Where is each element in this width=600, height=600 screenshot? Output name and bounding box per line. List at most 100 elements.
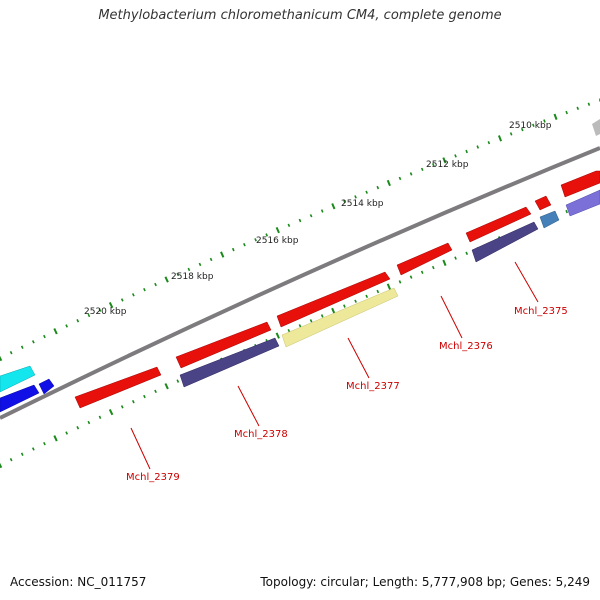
- gene-arrow-mchl-2375-fwd[interactable]: [465, 206, 532, 243]
- inner-scale-tick: [164, 383, 169, 390]
- accession-text: Accession: NC_011757: [10, 575, 147, 589]
- outer-scale-tick: [532, 123, 535, 127]
- outer-scale-tick: [98, 308, 102, 312]
- gene-arrow-edge-red[interactable]: [560, 170, 600, 198]
- outer-scale-tick: [576, 106, 580, 110]
- outer-scale-tick: [87, 313, 91, 318]
- inner-scale-tick: [108, 408, 114, 416]
- inner-scale-tick: [287, 328, 291, 333]
- inner-scale-tick: [420, 270, 424, 275]
- outer-scale-tick: [331, 203, 336, 210]
- outer-scale-tick: [143, 287, 146, 292]
- forward-strand-genes: [74, 119, 600, 409]
- outer-scale-tick: [587, 102, 591, 106]
- inner-scale-tick: [409, 275, 413, 279]
- outer-scale-tick: [386, 179, 391, 187]
- outer-scale-tick: [420, 167, 424, 172]
- gene-arrow-small-red[interactable]: [534, 195, 552, 211]
- outer-scale-tick: [243, 242, 246, 247]
- outer-scale-tick: [231, 247, 235, 252]
- outer-scale-tick: [476, 145, 480, 149]
- gene-arrow-mchl-2377-fwd[interactable]: [276, 271, 391, 328]
- outer-scale-tick: [275, 227, 280, 234]
- gene-arrow-mchl-2375[interactable]: [471, 221, 539, 263]
- topology-text: Topology: circular; Length: 5,777,908 bp…: [260, 575, 590, 589]
- outer-scale-tick: [164, 276, 169, 283]
- outer-scale-tick: [320, 209, 324, 213]
- genome-backbone: [0, 146, 600, 420]
- outer-scale-tick: [265, 233, 269, 237]
- leader-line-mchl-2377: [347, 337, 370, 379]
- inner-scale-tick: [176, 379, 180, 383]
- outer-scale-tick: [9, 350, 13, 355]
- kbp-label-2518: 2518 kbp: [171, 272, 214, 282]
- inner-scale-tick: [354, 299, 357, 303]
- inner-scale-tick: [275, 332, 280, 339]
- gene-arrow-edge-gray[interactable]: [592, 119, 600, 136]
- kbp-label-2514: 2514 kbp: [341, 199, 384, 209]
- outer-scale-tick: [0, 355, 3, 362]
- gene-label-mchl-2376: Mchl_2376: [439, 341, 493, 352]
- outer-scale-tick: [287, 223, 291, 228]
- gene-arrow-mchl-2379[interactable]: [74, 366, 162, 409]
- outer-scale-tick: [442, 157, 447, 164]
- left-edge-genes: [0, 365, 55, 413]
- outer-scale-tick: [108, 301, 114, 309]
- inner-scale-tick: [442, 259, 447, 266]
- gene-label-mchl-2378: Mchl_2378: [234, 429, 288, 440]
- outer-scale-tick: [553, 113, 558, 120]
- gene-arrow-blue-small[interactable]: [38, 378, 55, 395]
- kbp-label-2516: 2516 kbp: [256, 236, 299, 246]
- gene-arrow-mchl-2378[interactable]: [179, 337, 280, 388]
- outer-scale-tick: [298, 218, 302, 223]
- inner-scale-tick: [331, 307, 336, 315]
- outer-scale-tick: [120, 298, 124, 302]
- inner-scale-tick: [454, 256, 457, 260]
- gene-label-mchl-2379: Mchl_2379: [126, 472, 180, 483]
- outer-scale-tick: [543, 119, 546, 123]
- gene-label-mchl-2377: Mchl_2377: [346, 381, 400, 392]
- outer-scale-tick: [187, 267, 191, 272]
- inner-scale-tick: [298, 324, 302, 328]
- outer-scale-tick: [309, 214, 313, 218]
- gene-arrow-cyan[interactable]: [0, 365, 36, 393]
- gene-arrow-lavender[interactable]: [565, 189, 600, 217]
- outer-scale-tick: [432, 163, 435, 167]
- gene-arrow-mchl-2378-fwd[interactable]: [175, 321, 272, 369]
- outer-scale-tick: [198, 262, 202, 267]
- inner-scale-tick: [365, 294, 369, 299]
- inner-scale-tick: [154, 389, 157, 394]
- gene-label-mchl-2375: Mchl_2375: [514, 306, 568, 317]
- inner-scale-tick: [76, 426, 80, 430]
- inner-scale-tick: [53, 435, 58, 442]
- inner-scale-tick: [465, 251, 469, 256]
- inner-scale-tick: [143, 394, 146, 399]
- gene-arrow-blue-long[interactable]: [0, 384, 40, 413]
- outer-scale-tick: [509, 132, 513, 136]
- outer-scale-tick: [131, 293, 135, 297]
- inner-scale-tick: [0, 462, 3, 469]
- inner-scale-tick: [386, 283, 392, 290]
- leader-line-mchl-2378: [237, 385, 260, 427]
- inner-scale-tick: [20, 452, 24, 456]
- inner-scale-tick: [398, 280, 402, 284]
- outer-scale-tick: [354, 195, 357, 199]
- leader-line-mchl-2375: [514, 261, 539, 303]
- outer-scale-tick: [65, 324, 69, 328]
- outer-scale-tick: [76, 319, 80, 323]
- leader-line-mchl-2376: [440, 295, 463, 339]
- outer-scale-tick: [43, 334, 46, 339]
- kbp-label-2510: 2510 kbp: [509, 121, 552, 131]
- outer-scale-tick: [565, 110, 568, 115]
- inner-scale-tick: [343, 304, 346, 308]
- gene-arrow-steel-blue[interactable]: [539, 210, 560, 229]
- outer-scale-tick: [209, 257, 213, 262]
- inner-scale-tick: [376, 289, 380, 294]
- gene-arrow-mchl-2377[interactable]: [281, 287, 399, 348]
- outer-scale-tick: [409, 172, 413, 176]
- gene-arrow-mchl-2376[interactable]: [396, 242, 453, 276]
- kbp-label-2512: 2512 kbp: [426, 160, 469, 170]
- outer-scale-tick: [487, 140, 491, 145]
- inner-scale-tick: [565, 209, 568, 214]
